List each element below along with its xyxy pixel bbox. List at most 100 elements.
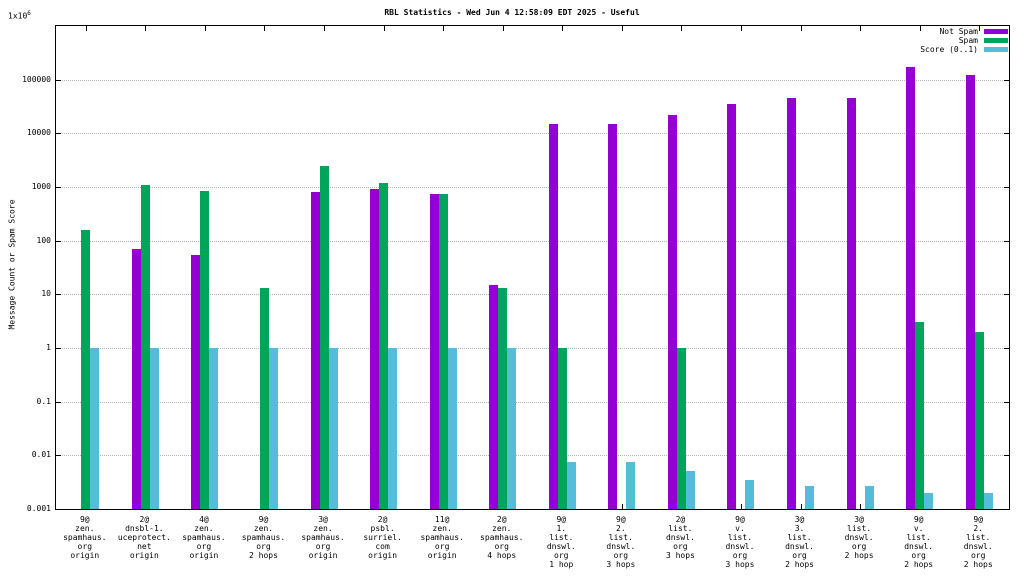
legend-label: Not Spam — [939, 27, 978, 36]
bar-spam — [259, 288, 269, 509]
bar-not-spam — [608, 123, 618, 509]
bar-spam — [438, 193, 448, 509]
bar-score-0-1 — [328, 348, 338, 509]
bar-score-0-1 — [566, 462, 576, 509]
x-tick-mark — [979, 26, 981, 31]
legend-swatch — [984, 47, 1008, 52]
y-tick-mark — [1004, 79, 1009, 81]
x-category-label-line: origin — [70, 551, 100, 560]
x-category-label-line: org — [554, 551, 569, 560]
x-category-label-line: origin — [129, 551, 159, 560]
y-tick-mark — [1004, 401, 1009, 403]
x-tick-mark — [324, 26, 326, 31]
gridline — [56, 133, 1009, 135]
bar-score-0-1 — [983, 492, 993, 509]
x-category-label-line: net — [137, 542, 152, 551]
x-category-label-line: zen. — [75, 524, 95, 533]
x-category-label-line: 9@ — [913, 515, 924, 524]
gridline — [56, 187, 1009, 188]
x-tick-mark — [443, 26, 445, 31]
x-category-label-line: dnswl. — [665, 533, 695, 542]
x-tick-mark — [383, 26, 385, 31]
x-category-label-line: spamhaus. — [182, 533, 226, 542]
x-category-label: 3@ list. dnswl. org 2 hops — [845, 515, 874, 560]
x-tick-mark — [621, 26, 623, 31]
bar-not-spam — [131, 248, 141, 509]
x-category-label-line: 11@ — [434, 515, 450, 524]
x-category-label-line: 3@ — [794, 515, 805, 524]
x-category-label-line: 1. — [556, 524, 567, 533]
legend-item: Score (0..1) — [920, 45, 1008, 54]
y-axis-top-tick-label: 1x106 — [8, 10, 31, 21]
x-category-label-line: list. — [787, 533, 812, 542]
bar-score-0-1 — [924, 492, 934, 509]
y-tick-mark — [1004, 509, 1009, 510]
bar-spam — [915, 322, 925, 509]
x-category-label-line: spamhaus. — [301, 533, 345, 542]
x-category-label-line: surriel. — [363, 533, 402, 542]
x-category-label: 3@ zen. spamhaus. org origin — [301, 515, 344, 560]
x-category-label-line: 2 hops — [844, 551, 874, 560]
x-category-label-line: 3 hops — [725, 560, 755, 569]
bar-score-0-1 — [864, 485, 874, 509]
x-tick-mark — [204, 26, 206, 31]
x-category-label: 11@ zen. spamhaus. org origin — [420, 515, 463, 560]
x-category-label-line: org — [77, 542, 93, 551]
x-tick-mark — [800, 26, 802, 31]
bar-score-0-1 — [805, 485, 815, 509]
bar-score-0-1 — [507, 348, 517, 509]
bar-not-spam — [429, 193, 439, 509]
x-tick-mark — [740, 504, 742, 509]
x-category-label-line: list. — [966, 533, 991, 542]
y-tick-mark — [56, 348, 61, 349]
x-category-label-line: list. — [608, 533, 633, 542]
x-category-label-line: zen. — [432, 524, 452, 533]
gridline — [56, 240, 1009, 242]
bar-score-0-1 — [388, 348, 398, 509]
x-category-label-line: 2. — [973, 524, 984, 533]
bar-score-0-1 — [149, 348, 159, 509]
y-tick-mark — [1004, 455, 1009, 457]
bar-spam — [140, 184, 150, 509]
x-category-label-line: dnswl. — [606, 542, 636, 551]
x-category-label-line: org — [851, 542, 867, 551]
bar-score-0-1 — [90, 348, 100, 509]
x-category-label-line: 9@ — [973, 515, 984, 524]
x-tick-mark — [860, 26, 862, 31]
x-tick-mark — [919, 26, 921, 31]
chart-title: RBL Statistics - Wed Jun 4 12:58:09 EDT … — [384, 8, 640, 17]
bar-spam — [676, 348, 686, 509]
x-category-label-line: v. — [913, 524, 924, 533]
x-category-label-line: org — [792, 551, 807, 560]
y-tick-mark — [1004, 294, 1009, 296]
x-category-label-line: org — [315, 542, 331, 551]
y-tick-mark — [56, 79, 61, 81]
x-category-label-line: com — [375, 542, 390, 551]
legend-swatch — [984, 29, 1008, 34]
legend-label: Spam — [958, 36, 978, 45]
y-tick-mark — [56, 133, 61, 135]
x-category-label-line: org — [256, 542, 271, 551]
x-category-label-line: dnswl. — [844, 533, 874, 542]
x-category-label-line: spamhaus. — [480, 533, 524, 542]
x-category-label-line: zen. — [313, 524, 333, 533]
x-category-label-line: org — [732, 551, 748, 560]
x-category-label: 9@ zen. spamhaus. org origin — [63, 515, 106, 560]
x-category-label-line: org — [494, 542, 509, 551]
x-category-label: 9@ v. list. dnswl. org 2 hops — [904, 515, 933, 569]
x-category-label: 3@ 3. list. dnswl. org 2 hops — [785, 515, 814, 569]
bar-not-spam — [727, 104, 737, 509]
x-category-label-line: 2 hops — [904, 560, 934, 569]
x-category-label-line: spamhaus. — [241, 533, 286, 542]
x-category-label-line: dnswl. — [963, 542, 993, 551]
x-category-label-line: 3. — [794, 524, 805, 533]
x-category-label-line: 4 hops — [487, 551, 517, 560]
x-category-label-line: 4@ — [199, 515, 209, 524]
x-tick-mark — [562, 26, 564, 31]
bar-not-spam — [548, 123, 558, 509]
x-category-label: 9@ 1. list. dnswl. org 1 hop — [547, 515, 576, 569]
gridline — [56, 401, 1009, 403]
x-tick-mark — [860, 504, 862, 509]
y-tick-mark — [1004, 348, 1009, 349]
y-tick-mark — [56, 187, 61, 188]
